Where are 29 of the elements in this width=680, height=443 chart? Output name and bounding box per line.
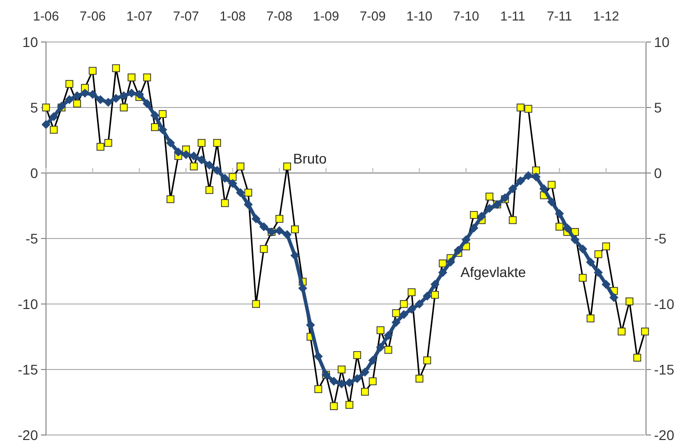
x-tick-label: 7-08 (266, 8, 292, 24)
y2-tick-label: -10 (654, 296, 674, 312)
x-tick-label: 1-11 (500, 8, 526, 24)
y-tick-label: -5 (26, 230, 38, 246)
y-tick-label: -20 (18, 427, 38, 443)
x-tick-label: 7-07 (173, 8, 200, 24)
series-label: Afgevlakte (460, 264, 526, 280)
y-tick-label: 0 (30, 165, 38, 181)
x-tick-label: 7-10 (453, 8, 480, 24)
x-tick-label: 1-10 (406, 8, 432, 24)
y2-tick-label: 5 (654, 100, 662, 116)
y-tick-label: 5 (30, 100, 38, 116)
y2-tick-label: -5 (654, 230, 667, 246)
series-label: Bruto (293, 150, 327, 166)
y-tick-label: -15 (18, 362, 38, 378)
x-tick-label: 1-06 (32, 8, 60, 24)
x-tick-label: 1-08 (220, 8, 246, 24)
y2-tick-label: -20 (654, 427, 674, 443)
y2-tick-label: 10 (654, 34, 670, 50)
y-tick-label: 10 (22, 34, 38, 50)
x-tick-label: 1-07 (126, 8, 152, 24)
y2-tick-label: -15 (654, 362, 674, 378)
y-tick-label: -10 (18, 296, 38, 312)
x-tick-label: 1-12 (593, 8, 620, 24)
x-tick-label: 1-09 (313, 8, 340, 24)
x-tick-label: 7-11 (546, 8, 572, 24)
x-tick-label: 7-09 (360, 8, 386, 24)
x-tick-label: 7-06 (80, 8, 106, 24)
y2-tick-label: 0 (654, 165, 662, 181)
